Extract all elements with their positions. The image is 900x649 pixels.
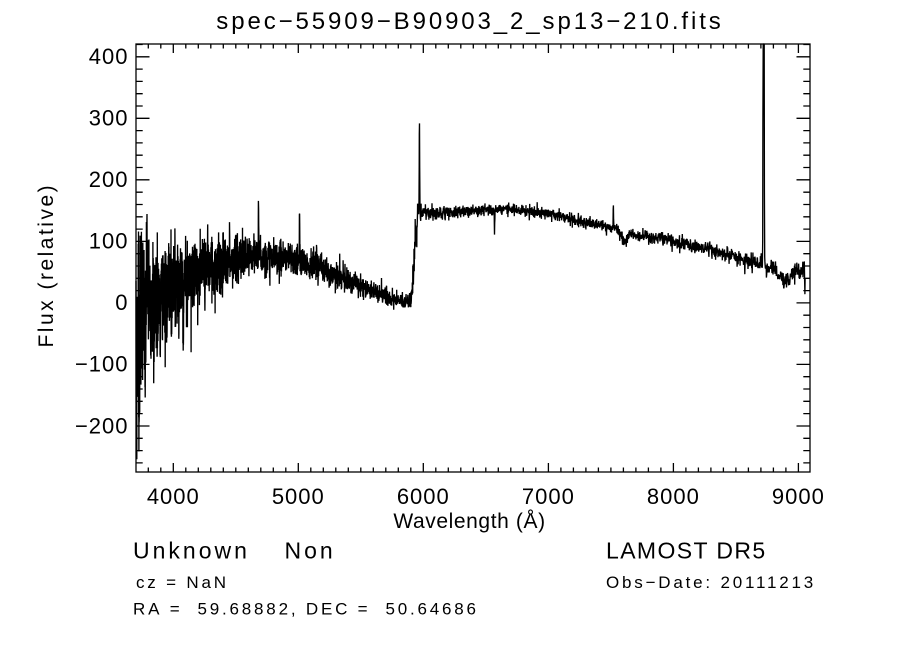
svg-text:Flux (relative): Flux (relative) [35, 183, 58, 348]
svg-text:cz = NaN: cz = NaN [136, 573, 229, 592]
svg-text:7000: 7000 [522, 484, 575, 509]
svg-text:spec−55909−B90903_2_sp13−210.f: spec−55909−B90903_2_sp13−210.fits [216, 8, 723, 35]
svg-text:−200: −200 [75, 413, 129, 438]
svg-text:RA = 59.68882, DEC = 50.6468: RA = 59.68882, DEC = 50.64686 [133, 600, 479, 619]
svg-text:300: 300 [89, 106, 129, 131]
svg-text:Wavelength (Å): Wavelength (Å) [393, 510, 545, 533]
svg-text:5000: 5000 [272, 484, 325, 509]
svg-text:Obs−Date: 20111213: Obs−Date: 20111213 [606, 573, 816, 592]
svg-text:LAMOST DR5: LAMOST DR5 [606, 538, 767, 564]
svg-text:6000: 6000 [397, 484, 450, 509]
svg-text:4000: 4000 [147, 484, 200, 509]
svg-text:100: 100 [89, 229, 129, 254]
svg-text:0: 0 [115, 290, 128, 315]
svg-text:−100: −100 [75, 352, 129, 377]
svg-text:Unknown: Unknown [133, 538, 250, 564]
svg-text:400: 400 [89, 44, 129, 69]
svg-text:8000: 8000 [647, 484, 700, 509]
svg-text:9000: 9000 [772, 484, 825, 509]
svg-text:Non: Non [285, 538, 336, 564]
svg-text:200: 200 [89, 167, 129, 192]
